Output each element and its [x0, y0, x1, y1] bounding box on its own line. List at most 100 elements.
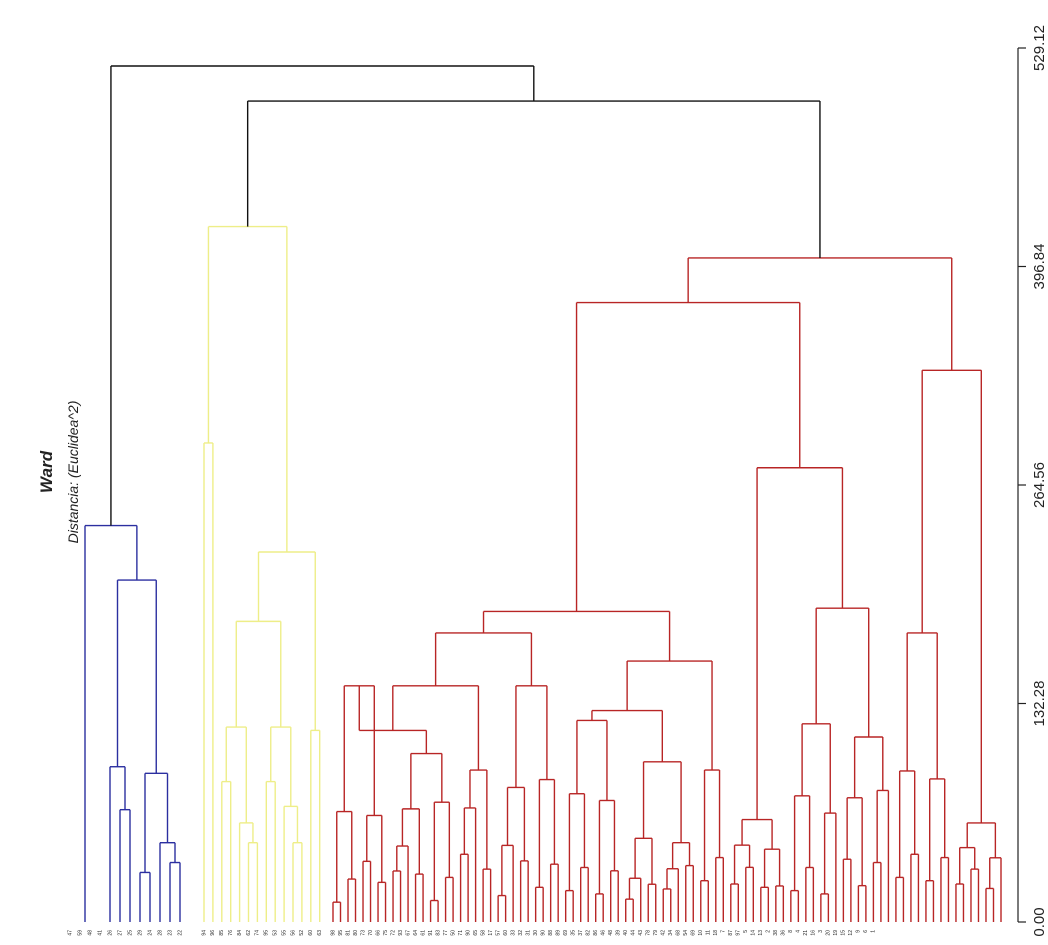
y-axis-tick-label: 0.00 [1031, 907, 1048, 936]
leaf-label: 41 [97, 930, 103, 936]
leaf-label: 82 [586, 930, 592, 936]
leaf-label: 26 [107, 930, 113, 936]
leaf-label: 3 [818, 930, 824, 933]
leaf-label: 25 [127, 930, 133, 936]
leaf-label: 44 [631, 930, 637, 936]
leaf-label: 32 [518, 930, 524, 936]
leaf-label: 94 [201, 930, 207, 936]
leaf-label: 63 [317, 930, 323, 936]
leaf-label: 10 [698, 930, 704, 936]
leaf-label: 87 [728, 930, 734, 936]
leaf-label: 80 [353, 930, 359, 936]
method-label: Ward [37, 450, 56, 493]
leaf-label: 9 [856, 930, 862, 933]
leaf-label: 81 [345, 930, 351, 936]
leaf-label: 6 [863, 930, 869, 933]
leaf-label: 48 [87, 930, 93, 936]
leaf-label: 67 [405, 930, 411, 936]
leaf-label: 38 [773, 930, 779, 936]
leaf-label: 64 [413, 930, 419, 936]
leaf-label: 84 [237, 930, 243, 936]
leaf-label: 66 [375, 930, 381, 936]
leaf-label: 60 [308, 930, 314, 936]
leaf-label: 85 [219, 930, 225, 936]
leaf-label: 76 [228, 930, 234, 936]
leaf-label: 46 [601, 930, 607, 936]
leaf-label: 95 [264, 930, 270, 936]
leaf-label: 31 [525, 930, 531, 936]
leaf-label: 18 [713, 930, 719, 936]
leaf-label: 79 [653, 930, 659, 936]
leaf-label: 58 [480, 930, 486, 936]
leaf-label: 47 [67, 930, 73, 936]
leaf-label: 78 [646, 930, 652, 936]
leaf-label: 69 [691, 930, 697, 936]
leaf-label: 33 [510, 930, 516, 936]
leaf-label: 13 [758, 930, 764, 936]
leaf-label: 48 [608, 930, 614, 936]
leaf-label: 91 [428, 930, 434, 936]
leaf-label: 39 [616, 930, 622, 936]
leaf-label: 30 [533, 930, 539, 936]
leaf-label: 24 [147, 930, 153, 936]
leaf-label: 8 [788, 930, 794, 933]
leaf-label: 77 [443, 930, 449, 936]
leaf-label: 54 [683, 930, 689, 936]
leaf-label: 52 [299, 930, 305, 936]
leaf-label: 16 [811, 930, 817, 936]
leaf-label: 69 [563, 930, 569, 936]
leaf-label: 95 [338, 930, 344, 936]
leaf-label: 15 [841, 930, 847, 936]
y-axis-tick-label: 264.56 [1031, 462, 1048, 508]
leaf-label: 34 [668, 930, 674, 936]
leaf-label: 61 [420, 930, 426, 936]
leaf-label: 74 [255, 930, 261, 936]
leaf-label: 70 [368, 930, 374, 936]
leaf-label: 90 [465, 930, 471, 936]
leaf-label: 53 [273, 930, 279, 936]
leaf-label: 56 [290, 930, 296, 936]
leaf-label: 89 [555, 930, 561, 936]
leaf-label: 50 [450, 930, 456, 936]
leaf-label: 7 [721, 930, 727, 933]
leaf-label: 55 [281, 930, 287, 936]
leaf-label: 28 [157, 930, 163, 936]
leaf-label: 5 [743, 930, 749, 933]
leaf-label: 14 [751, 930, 757, 936]
distance-label: Distancia: (Euclidea^2) [65, 401, 81, 544]
leaf-label: 73 [360, 930, 366, 936]
leaf-label: 27 [117, 930, 123, 936]
leaf-label: 72 [390, 930, 396, 936]
leaf-label: 97 [736, 930, 742, 936]
leaf-label: 4 [796, 930, 802, 933]
leaf-label: 88 [548, 930, 554, 936]
leaf-label: 86 [593, 930, 599, 936]
leaf-label: 1 [871, 930, 877, 933]
leaf-label: 11 [706, 930, 712, 935]
leaf-label: 59 [77, 930, 83, 936]
leaf-label: 83 [435, 930, 441, 936]
y-axis-tick-label: 529.12 [1031, 25, 1048, 71]
leaf-label: 37 [578, 930, 584, 936]
leaf-label: 57 [495, 930, 501, 936]
leaf-label: 90 [540, 930, 546, 936]
leaf-label: 65 [473, 930, 479, 936]
leaf-label: 36 [781, 930, 787, 936]
leaf-label: 2 [766, 930, 772, 933]
leaf-label: 17 [488, 930, 494, 936]
leaf-label: 43 [638, 930, 644, 936]
leaf-label: 71 [458, 930, 464, 936]
leaf-label: 23 [167, 930, 173, 936]
leaf-label: 62 [246, 930, 252, 936]
leaf-label: 68 [676, 930, 682, 936]
leaf-label: 75 [383, 930, 389, 936]
leaf-label: 12 [848, 930, 854, 936]
leaf-label: 20 [826, 930, 832, 936]
leaf-label: 19 [833, 930, 839, 936]
y-axis-tick-label: 132.28 [1031, 681, 1048, 727]
leaf-label: 96 [210, 930, 216, 936]
leaf-label: 42 [661, 930, 667, 936]
leaf-label: 93 [398, 930, 404, 936]
leaf-label: 40 [623, 930, 629, 936]
